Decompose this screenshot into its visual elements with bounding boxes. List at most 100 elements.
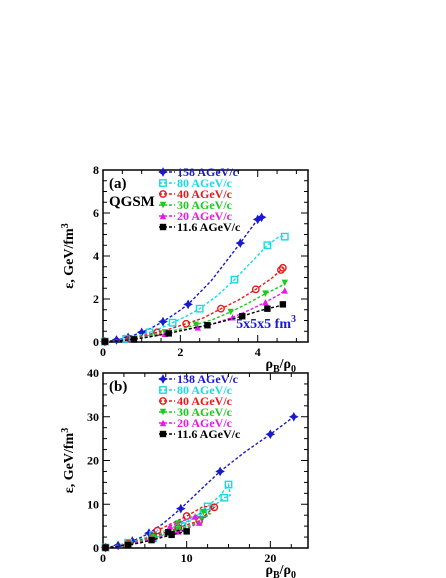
data-point: [280, 232, 289, 241]
legend-marker: [159, 386, 167, 394]
legend-entry: 11.6 AGeV/c: [177, 427, 241, 441]
data-point: [265, 429, 276, 440]
data-point: [102, 544, 109, 551]
legend-marker: [159, 430, 167, 438]
data-point: [235, 238, 246, 248]
legend-marker: [159, 179, 167, 187]
y-tick-label: 40: [87, 366, 99, 380]
legend-marker: [158, 167, 168, 177]
legend-entry: 80 AGeV/c: [177, 383, 233, 397]
data-point: [224, 480, 233, 489]
data-point: [251, 285, 260, 294]
legend-marker: [159, 190, 167, 198]
y-tick-label: 8: [93, 163, 99, 177]
y-tick-label: 20: [87, 454, 99, 468]
data-point: [264, 305, 271, 312]
series-line: [105, 505, 217, 549]
series-line: [105, 482, 231, 549]
legend-entry: 40 AGeV/c: [177, 394, 233, 408]
data-point: [101, 338, 109, 345]
data-point: [279, 301, 287, 308]
data-point: [130, 336, 138, 343]
data-point: [192, 321, 200, 328]
data-point: [158, 316, 168, 327]
data-point: [278, 263, 287, 272]
legend-entry: 40 AGeV/c: [177, 187, 233, 201]
data-point: [204, 322, 211, 329]
legend-marker: [159, 223, 167, 231]
series-11-6-agev-c: [101, 301, 287, 345]
data-point: [183, 299, 193, 310]
data-point: [166, 522, 174, 530]
data-point: [124, 541, 132, 549]
data-point: [191, 513, 199, 520]
series-line: [105, 416, 295, 549]
legend-entry: 30 AGeV/c: [177, 198, 233, 212]
legend-marker: [159, 419, 167, 427]
model-label: QGSM: [109, 194, 155, 210]
data-point: [262, 290, 269, 297]
data-point: [262, 299, 269, 306]
data-point: [194, 324, 201, 331]
y-axis-title: ε, GeV/fm3: [60, 428, 77, 493]
y-tick-label: 0: [93, 335, 99, 349]
panel-label: (b): [109, 379, 127, 395]
data-point: [168, 318, 177, 327]
data-point: [178, 522, 187, 531]
x-tick-label: 2: [177, 345, 183, 359]
legend-entry: 30 AGeV/c: [177, 405, 233, 419]
data-point: [217, 304, 225, 313]
panel-label: (a): [109, 176, 127, 192]
x-tick-label: 0: [100, 551, 106, 565]
x-tick-label: 4: [255, 345, 261, 359]
data-point: [148, 536, 155, 544]
data-point: [239, 313, 246, 320]
legend-entry: 158 AGeV/c: [177, 165, 239, 179]
legend-marker: [159, 212, 167, 220]
data-point: [230, 275, 239, 284]
legend-entry: 80 AGeV/c: [177, 176, 233, 190]
series-line: [104, 216, 262, 343]
data-point: [200, 508, 207, 516]
legend-marker: [159, 397, 167, 405]
y-tick-label: 4: [93, 249, 99, 263]
series-11-6-agev-c: [102, 528, 190, 551]
x-axis-title: ρB/ρ0: [265, 563, 296, 578]
data-point: [183, 528, 190, 535]
volume-annotation: 5x5x5 fm3: [236, 314, 296, 332]
data-point: [277, 266, 285, 274]
series-80-agev-c: [101, 480, 233, 552]
legend: 158 AGeV/c80 AGeV/c40 AGeV/c30 AGeV/c20 …: [158, 372, 241, 441]
data-point: [122, 334, 131, 343]
data-point: [281, 287, 288, 294]
data-point: [165, 529, 172, 536]
y-tick-label: 30: [87, 410, 99, 424]
data-point: [168, 531, 175, 539]
data-point: [210, 503, 219, 512]
legend-entry: 158 AGeV/c: [177, 372, 239, 386]
legend-entry: 20 AGeV/c: [177, 416, 233, 430]
data-point: [195, 304, 204, 313]
y-axis-title: ε, GeV/fm3: [60, 223, 77, 288]
y-tick-label: 0: [93, 541, 99, 555]
x-axis-title: ρB/ρ0: [265, 357, 296, 375]
x-tick-label: 20: [264, 551, 276, 565]
panel-a: 0 2 4 6 8 0 2 4 ε, GeV/fm3 ρB/ρ0 158 AGeV/c80 AGeV…: [60, 163, 309, 375]
data-point: [196, 519, 203, 526]
data-point: [281, 279, 288, 287]
y-tick-label: 10: [87, 497, 99, 511]
legend-marker: [158, 374, 168, 384]
series-40-agev-c: [101, 263, 287, 346]
legend-marker: [159, 408, 167, 416]
data-point: [153, 526, 162, 535]
data-point: [288, 411, 299, 422]
x-tick-label: 0: [100, 345, 106, 359]
x-tick-label: 10: [181, 551, 193, 565]
data-point: [227, 308, 234, 316]
data-point: [136, 327, 147, 338]
legend: 158 AGeV/c80 AGeV/c40 AGeV/c30 AGeV/c20 …: [158, 165, 241, 234]
data-point: [220, 493, 229, 502]
y-tick-label: 6: [93, 206, 99, 220]
data-point: [175, 503, 186, 514]
legend-entry: 11.6 AGeV/c: [177, 220, 241, 234]
